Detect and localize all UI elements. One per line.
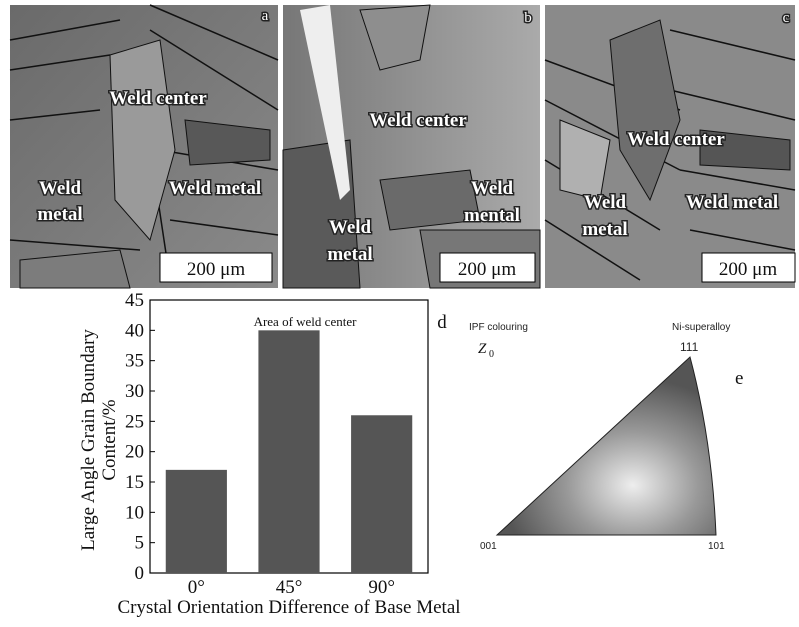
panel-letter: c	[783, 10, 790, 26]
y-axis-label: Large Angle Grain Boundary	[78, 329, 99, 551]
region-label: Weld metal	[169, 178, 261, 199]
region-label: Weld	[471, 178, 514, 199]
x-axis-label: Crystal Orientation Difference of Base M…	[117, 597, 460, 618]
y-tick-label: 40	[125, 320, 144, 341]
region-label: Weld center	[109, 88, 207, 109]
y-tick-label: 20	[125, 442, 144, 463]
ipf-axis: Z	[478, 341, 487, 357]
bar	[351, 415, 412, 573]
region-label: metal	[37, 204, 82, 225]
y-tick-label: 25	[125, 411, 144, 432]
scale-bar: 200 μm	[458, 259, 516, 280]
chart-title: Area of weld center	[254, 314, 358, 329]
y-axis-label: Content/%	[99, 399, 120, 480]
y-tick-label: 10	[125, 502, 144, 523]
corner-label: 101	[708, 541, 725, 552]
x-tick-label: 0°	[188, 577, 205, 598]
ipf-axis-subscript: 0	[489, 349, 494, 360]
panel-letter: d	[437, 312, 447, 333]
region-label: Weld center	[627, 129, 725, 150]
region-label: metal	[327, 244, 372, 265]
figure: a Weld center Weld metal Weld metal 200 …	[0, 0, 799, 627]
bar	[166, 470, 227, 573]
y-tick-label: 15	[125, 472, 144, 493]
ipf-triangle	[497, 357, 716, 535]
panel-letter: a	[262, 8, 269, 24]
region-label: mental	[464, 205, 520, 226]
x-tick-label: 90°	[368, 577, 395, 598]
region-label: Weld metal	[686, 192, 778, 213]
region-label: metal	[582, 219, 627, 240]
ipf-key: IPF colouring Ni-superalloy Z 0 111 001 …	[469, 322, 743, 552]
y-tick-label: 0	[135, 563, 145, 584]
panel-letter: b	[524, 10, 532, 26]
corner-label: 001	[480, 541, 497, 552]
y-tick-label: 35	[125, 351, 144, 372]
panel-letter: e	[735, 368, 743, 389]
scale-bar: 200 μm	[187, 259, 245, 280]
micrograph-b	[283, 5, 540, 288]
region-label: Weld	[39, 178, 82, 199]
ipf-title: IPF colouring	[469, 322, 528, 333]
region-label: Weld	[329, 217, 372, 238]
x-tick-label: 45°	[276, 577, 303, 598]
bar-chart: Area of weld center d Large Angle Grain …	[78, 290, 461, 618]
bar	[258, 330, 319, 573]
region-label: Weld center	[369, 110, 467, 131]
y-tick-label: 5	[135, 533, 145, 554]
region-label: Weld	[584, 192, 627, 213]
corner-label: 111	[680, 340, 699, 354]
y-tick-label: 30	[125, 381, 144, 402]
scale-bar: 200 μm	[719, 259, 777, 280]
ipf-material: Ni-superalloy	[672, 322, 730, 333]
micrograph-a	[10, 5, 278, 288]
y-tick-label: 45	[125, 290, 144, 311]
